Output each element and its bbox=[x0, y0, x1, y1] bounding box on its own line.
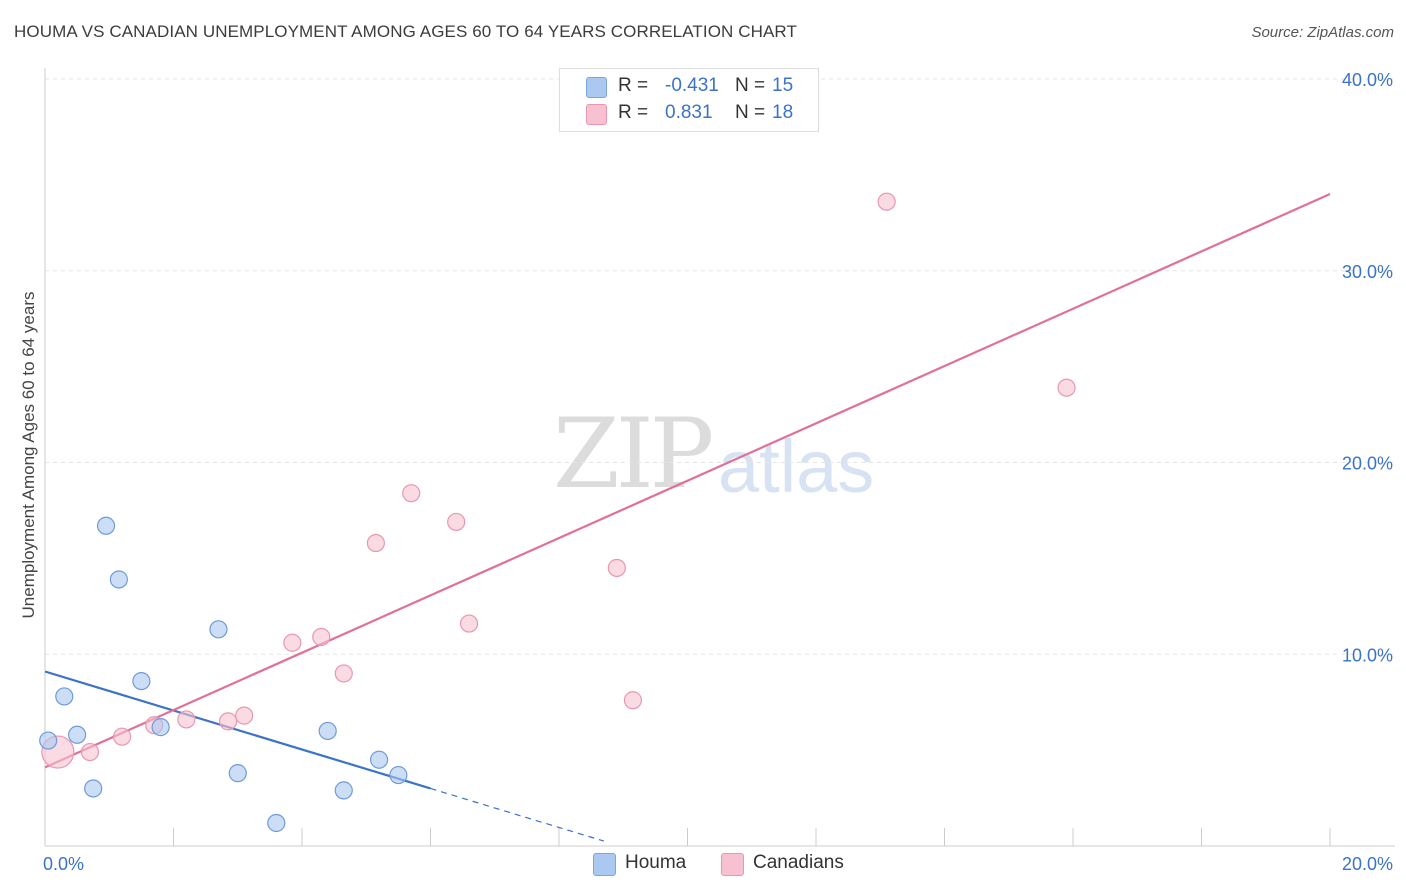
data-point-canadians bbox=[177, 710, 196, 729]
data-point-canadians bbox=[1057, 378, 1076, 397]
y-tick-label: 40.0% bbox=[1342, 70, 1393, 90]
data-point-canadians bbox=[283, 633, 302, 652]
data-point-canadians bbox=[219, 712, 238, 731]
data-point-canadians bbox=[112, 727, 132, 746]
grid-lines bbox=[45, 78, 1395, 655]
axes bbox=[44, 68, 1395, 847]
trend-lines bbox=[44, 193, 1331, 842]
legend-n-label: N = bbox=[735, 102, 766, 123]
legend-r-value: 0.831 bbox=[665, 102, 713, 123]
series-label-canadians: Canadians bbox=[753, 852, 844, 873]
data-point-canadians bbox=[312, 627, 331, 647]
legend-r-value: -0.431 bbox=[665, 75, 719, 96]
series-label-houma: Houma bbox=[625, 852, 687, 873]
correlation-legend: R = -0.431 N = 15 R = 0.831 N = 18 bbox=[559, 68, 819, 132]
watermark-atlas: atlas bbox=[718, 425, 875, 508]
legend-swatch-houma bbox=[586, 77, 607, 98]
trend-line-houma bbox=[44, 670, 431, 790]
data-point-houma bbox=[228, 764, 247, 783]
trend-line-extension bbox=[430, 787, 605, 842]
data-points bbox=[39, 192, 1076, 833]
data-point-canadians bbox=[623, 691, 642, 710]
data-point-houma bbox=[68, 725, 87, 744]
data-point-houma bbox=[109, 570, 128, 589]
data-point-canadians bbox=[402, 484, 421, 503]
data-point-canadians bbox=[80, 742, 100, 762]
data-point-canadians bbox=[334, 664, 353, 683]
series-swatch-canadians bbox=[721, 853, 744, 876]
y-tick-label: 30.0% bbox=[1342, 262, 1393, 282]
data-point-houma bbox=[267, 813, 286, 833]
series-swatch-houma bbox=[593, 853, 616, 876]
data-point-canadians bbox=[877, 192, 896, 211]
data-point-houma bbox=[370, 750, 389, 769]
data-point-houma bbox=[334, 781, 353, 800]
legend-r-label: R = bbox=[618, 102, 649, 123]
y-axis-label: Unemployment Among Ages 60 to 64 years bbox=[19, 291, 38, 619]
data-point-houma bbox=[84, 779, 103, 798]
data-point-houma bbox=[209, 620, 228, 639]
tick-labels: 10.0% 20.0% 30.0% 40.0% 0.0% 20.0% bbox=[43, 70, 1393, 874]
x-tick-label: 20.0% bbox=[1342, 854, 1393, 874]
data-point-houma bbox=[151, 718, 170, 737]
legend-n-label: N = bbox=[735, 75, 766, 96]
data-point-canadians bbox=[366, 533, 385, 553]
data-point-houma bbox=[318, 721, 337, 741]
data-point-canadians bbox=[607, 558, 626, 578]
data-point-houma bbox=[55, 687, 74, 706]
data-point-houma bbox=[39, 731, 58, 750]
y-tick-label: 10.0% bbox=[1342, 645, 1393, 665]
legend-n-value: 18 bbox=[772, 102, 794, 123]
data-point-houma bbox=[389, 765, 408, 785]
data-point-houma bbox=[132, 671, 151, 691]
chart-title: HOUMA VS CANADIAN UNEMPLOYMENT AMONG AGE… bbox=[14, 22, 797, 41]
trend-line-canadians bbox=[44, 193, 1331, 769]
legend-r-label: R = bbox=[618, 75, 649, 96]
data-point-canadians bbox=[235, 706, 254, 725]
data-point-canadians bbox=[459, 614, 479, 633]
legend-n-value: 15 bbox=[772, 75, 794, 96]
watermark-zip: ZIP bbox=[553, 398, 714, 510]
legend-swatch-canadians bbox=[586, 104, 607, 125]
data-point-houma bbox=[96, 516, 116, 535]
data-point-canadians bbox=[447, 512, 466, 532]
y-tick-label: 20.0% bbox=[1342, 454, 1393, 474]
x-tick-label: 0.0% bbox=[43, 854, 84, 874]
source-label: Source: ZipAtlas.com bbox=[1251, 24, 1394, 41]
